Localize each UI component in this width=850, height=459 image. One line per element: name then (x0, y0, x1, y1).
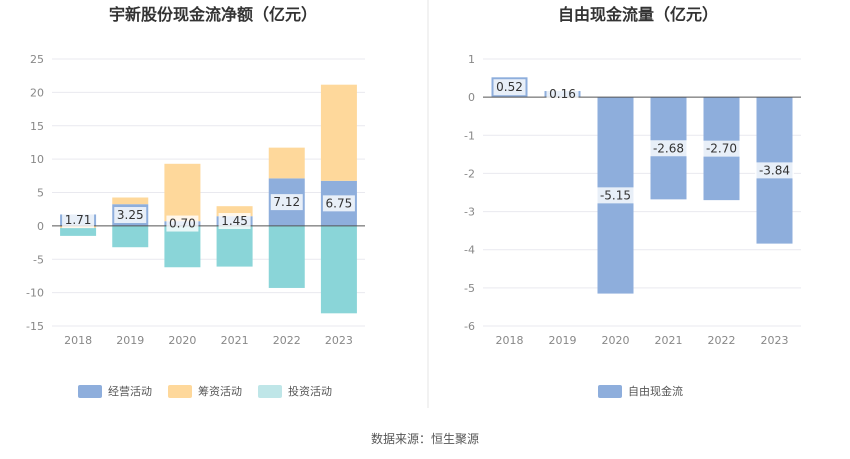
fcf-x-tick-label: 2018 (496, 334, 524, 347)
cashflow-legend-label: 筹资活动 (198, 384, 242, 398)
cashflow-bar-financing (268, 147, 305, 179)
fcf-y-tick-label: -1 (464, 129, 475, 142)
cashflow-bar-financing (112, 197, 149, 205)
cashflow-x-tick-label: 2018 (64, 334, 92, 347)
fcf-legend-swatch (598, 385, 622, 398)
fcf-data-label: -5.15 (600, 188, 631, 202)
cashflow-legend-label: 经营活动 (108, 384, 152, 398)
fcf-data-label-bg (546, 86, 579, 103)
cashflow-data-label: 7.12 (273, 195, 300, 209)
cashflow-bar-investing (164, 225, 201, 268)
fcf-data-label-bg (493, 79, 526, 96)
cashflow-x-tick-label: 2020 (168, 334, 196, 347)
cashflow-y-tick-label: 10 (30, 153, 44, 166)
fcf-y-tick-label: -2 (464, 167, 475, 180)
cashflow-data-label-bg (270, 194, 303, 211)
fcf-data-label: -2.68 (653, 141, 684, 155)
cashflow-legend: 经营活动 筹资活动 投资活动 (78, 384, 332, 398)
cashflow-bar-financing (320, 84, 357, 181)
cashflow-y-tick-label: 25 (30, 53, 44, 66)
fcf-x-tick-label: 2019 (549, 334, 577, 347)
cashflow-data-label-bg (166, 215, 199, 232)
fcf-data-label: -2.70 (706, 142, 737, 156)
fcf-bars (491, 77, 793, 294)
cashflow-y-tick-label: 0 (37, 220, 44, 233)
cashflow-bar-investing (320, 225, 357, 314)
fcf-data-label: 0.52 (496, 80, 523, 94)
cash-flow-chart: 宇新股份现金流净额（亿元） 25 20 15 10 5 0 -5 -10 -15 2018 2019 2… (26, 5, 365, 398)
cashflow-y-tick-label: -10 (26, 287, 44, 300)
fcf-data-labels: 0.52 0.16 -5.15 -2.68 -2.70 -3.84 (493, 79, 794, 204)
cashflow-x-tick-label: 2021 (221, 334, 249, 347)
cashflow-data-label: 6.75 (326, 196, 353, 210)
cashflow-y-tick-label: 5 (37, 187, 44, 200)
cashflow-bar-investing (268, 225, 305, 288)
source-note: 数据来源：恒生聚源 (371, 431, 479, 446)
fcf-x-tick-label: 2020 (602, 334, 630, 347)
cashflow-x-tick-label: 2023 (325, 334, 353, 347)
cashflow-bar-investing (112, 225, 149, 248)
cashflow-bar-investing (60, 227, 97, 236)
fcf-data-label: -3.84 (759, 163, 790, 177)
fcf-y-tick-label: 0 (468, 91, 475, 104)
cashflow-bars (60, 84, 357, 314)
fcf-data-label-bg (755, 162, 794, 179)
cashflow-data-label-bg (218, 213, 251, 230)
cashflow-x-tick-label: 2022 (273, 334, 301, 347)
cashflow-bar-financing (164, 163, 201, 222)
cashflow-y-tick-label: 20 (30, 86, 44, 99)
cashflow-y-tick-label: -15 (26, 320, 44, 333)
fcf-legend: 自由现金流 (598, 384, 683, 398)
cashflow-bar-investing (216, 225, 253, 267)
cashflow-bar-financing (216, 206, 253, 217)
free-cash-flow-chart: 自由现金流量（亿元） 1 0 -1 -2 -3 -4 -5 -6 2018 2019 2020 2021… (464, 5, 801, 398)
fcf-data-label-bg (596, 187, 635, 204)
cashflow-data-label: 0.70 (169, 217, 196, 231)
cashflow-data-label: 1.45 (221, 214, 248, 228)
fcf-chart-title: 自由现金流量（亿元） (558, 5, 718, 24)
cashflow-data-label-bg (114, 207, 147, 224)
fcf-data-label-bg (649, 140, 688, 157)
fcf-data-label-bg (702, 140, 741, 157)
cashflow-data-label-bg (322, 195, 355, 212)
cashflow-legend-swatch (168, 385, 192, 398)
cashflow-chart-title: 宇新股份现金流净额（亿元） (109, 5, 317, 24)
cashflow-legend-swatch (78, 385, 102, 398)
fcf-x-tick-label: 2021 (655, 334, 683, 347)
cashflow-y-tick-label: 15 (30, 120, 44, 133)
fcf-x-tick-label: 2023 (761, 334, 789, 347)
fcf-y-tick-label: -6 (464, 320, 475, 333)
cashflow-x-tick-label: 2019 (116, 334, 144, 347)
fcf-y-tick-label: -3 (464, 206, 475, 219)
fcf-y-tick-label: 1 (468, 53, 475, 66)
fcf-y-tick-label: -5 (464, 282, 475, 295)
cashflow-data-label: 3.25 (117, 208, 144, 222)
cashflow-data-label-bg (62, 212, 95, 229)
cashflow-data-labels: 1.71 3.25 0.70 1.45 7.12 6.75 (62, 194, 355, 232)
fcf-y-tick-label: -4 (464, 244, 475, 257)
cashflow-data-label: 1.71 (65, 213, 92, 227)
fcf-data-label: 0.16 (549, 87, 576, 101)
fcf-x-tick-label: 2022 (708, 334, 736, 347)
fcf-legend-label: 自由现金流 (628, 384, 683, 398)
cashflow-legend-swatch (258, 385, 282, 398)
cashflow-y-tick-label: -5 (33, 253, 44, 266)
cashflow-legend-label: 投资活动 (288, 384, 332, 398)
